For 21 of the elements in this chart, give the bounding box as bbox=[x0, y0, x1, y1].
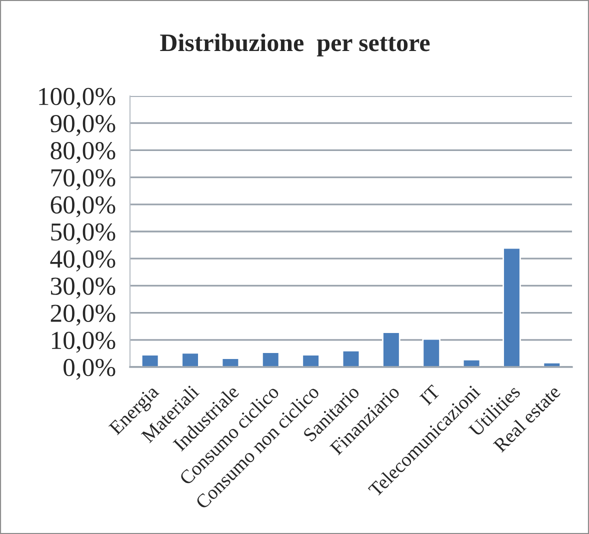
y-tick-label: 100,0% bbox=[39, 88, 116, 109]
bar bbox=[422, 338, 440, 367]
bar bbox=[502, 247, 521, 367]
bar bbox=[221, 358, 240, 367]
bar bbox=[262, 352, 280, 367]
y-tick-label: 50,0% bbox=[51, 223, 116, 244]
y-tick-label: 20,0% bbox=[50, 304, 116, 326]
chart-title: Distribuzione per settore bbox=[160, 34, 430, 56]
y-tick-label: 90,0% bbox=[50, 114, 116, 136]
y-tick-label: 70,0% bbox=[51, 169, 116, 190]
y-tick-label: 0,0% bbox=[64, 358, 116, 380]
y-tick-label: 80,0% bbox=[50, 142, 116, 164]
y-tick-label: 10,0% bbox=[52, 332, 116, 353]
bar bbox=[140, 354, 160, 367]
y-tick-label: 30,0% bbox=[50, 278, 116, 299]
bar bbox=[342, 350, 360, 367]
bar bbox=[302, 354, 320, 367]
y-tick-label: 60,0% bbox=[50, 196, 116, 218]
y-tick-label: 40,0% bbox=[50, 250, 116, 272]
bar bbox=[181, 352, 200, 367]
bar bbox=[382, 332, 400, 367]
